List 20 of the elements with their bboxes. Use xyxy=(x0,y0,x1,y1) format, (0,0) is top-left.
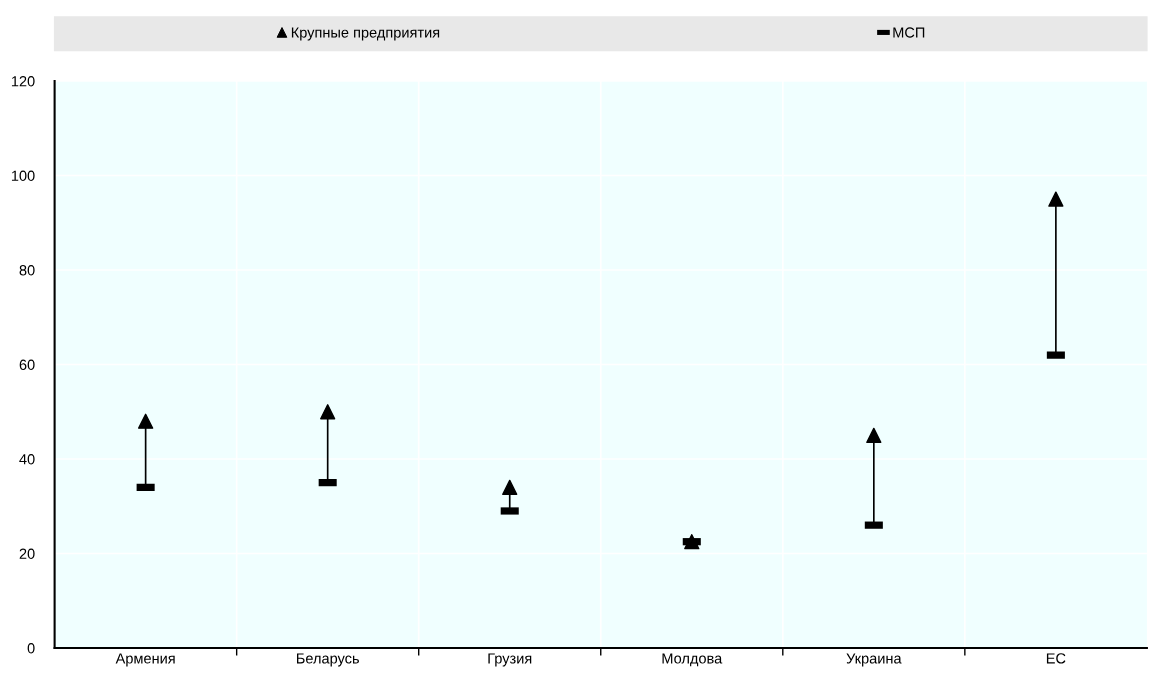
point xyxy=(320,404,336,420)
x-tick-label: Украина xyxy=(846,653,902,667)
y-tick-label: 120 xyxy=(11,76,35,87)
x-tick-label: Армения xyxy=(115,653,175,667)
y-tick-label: 100 xyxy=(11,170,35,181)
y-tick-label: 0 xyxy=(27,643,35,654)
x-tick-label: ЕС xyxy=(1046,653,1066,664)
legend-label: Крупные предприятия xyxy=(291,27,440,41)
point xyxy=(866,427,882,444)
y-tick-label: 60 xyxy=(19,359,35,370)
y-tick-label: 80 xyxy=(19,265,35,276)
x-tick-label: Молдова xyxy=(662,653,723,667)
x-tick-label: Беларусь xyxy=(297,653,359,667)
point xyxy=(137,413,154,429)
x-tick-label: Грузия xyxy=(488,653,532,667)
y-tick-label: 20 xyxy=(19,548,35,559)
point xyxy=(502,479,518,495)
legend-label: МСП xyxy=(893,27,925,38)
point xyxy=(1048,191,1064,207)
y-tick-label: 40 xyxy=(19,454,35,465)
